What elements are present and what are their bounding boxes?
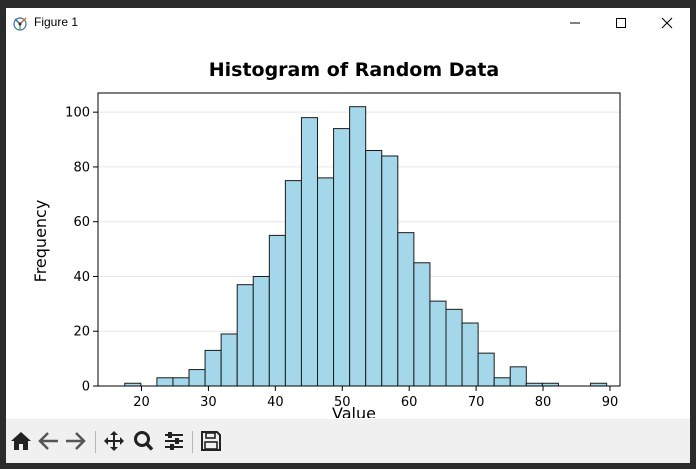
back-arrow-icon bbox=[38, 432, 58, 450]
y-axis-label: Frequency bbox=[31, 200, 50, 283]
histogram-bar bbox=[445, 308, 463, 387]
histogram-bar bbox=[268, 234, 286, 387]
y-tick-label: 0 bbox=[82, 380, 90, 395]
x-axis-ticks: 20 30 40 50 60 70 80 90 bbox=[133, 386, 618, 410]
close-button[interactable] bbox=[644, 8, 690, 38]
x-tick-label: 50 bbox=[334, 395, 351, 410]
y-axis-ticks: 0 20 40 60 80 100 bbox=[65, 106, 98, 395]
save-button[interactable] bbox=[198, 429, 224, 453]
minimize-button[interactable] bbox=[552, 8, 598, 38]
histogram-bar bbox=[156, 377, 174, 387]
configure-subplots-button[interactable] bbox=[161, 429, 187, 453]
y-tick-label: 20 bbox=[73, 325, 90, 340]
back-button[interactable] bbox=[36, 429, 62, 453]
maximize-button[interactable] bbox=[598, 8, 644, 38]
minimize-icon bbox=[570, 22, 580, 24]
toolbar-separator bbox=[192, 431, 193, 453]
y-tick-label: 100 bbox=[65, 106, 90, 121]
move-icon bbox=[104, 431, 124, 451]
chart-title: Histogram of Random Data bbox=[209, 59, 500, 81]
histogram-bar bbox=[300, 117, 319, 387]
histogram-bar bbox=[509, 366, 527, 387]
x-tick-label: 40 bbox=[267, 395, 284, 410]
x-axis-label: Value bbox=[332, 404, 376, 418]
title-bar[interactable]: Figure 1 bbox=[6, 8, 690, 38]
window-title: Figure 1 bbox=[34, 15, 79, 29]
maximize-icon bbox=[616, 18, 626, 28]
histogram-bar bbox=[429, 300, 447, 387]
x-tick-label: 90 bbox=[602, 395, 619, 410]
home-icon bbox=[11, 432, 31, 450]
histogram-bar bbox=[461, 322, 479, 387]
home-button[interactable] bbox=[8, 429, 34, 453]
x-tick-label: 30 bbox=[200, 395, 217, 410]
x-tick-label: 20 bbox=[133, 395, 150, 410]
histogram-bar bbox=[477, 352, 495, 387]
histogram-bars bbox=[124, 106, 608, 387]
x-tick-label: 80 bbox=[535, 395, 552, 410]
histogram-bar bbox=[365, 150, 383, 387]
close-icon bbox=[661, 17, 673, 29]
forward-arrow-icon bbox=[66, 432, 86, 450]
figure-canvas[interactable]: Histogram of Random Data 20 30 40 50 60 70 80 9… bbox=[6, 38, 690, 423]
axes-frame bbox=[97, 92, 621, 387]
histogram-chart: Histogram of Random Data 20 30 40 50 60 70 80 9… bbox=[31, 59, 621, 423]
zoom-icon bbox=[134, 431, 154, 451]
navigation-toolbar bbox=[6, 419, 690, 463]
toolbar-separator bbox=[95, 431, 96, 453]
y-tick-label: 60 bbox=[73, 215, 90, 230]
histogram-bar bbox=[317, 177, 335, 387]
histogram-bar bbox=[236, 284, 254, 387]
x-tick-label: 60 bbox=[401, 395, 418, 410]
y-tick-label: 40 bbox=[73, 270, 90, 285]
pan-button[interactable] bbox=[101, 429, 127, 453]
histogram-bar bbox=[493, 377, 511, 387]
sliders-icon bbox=[165, 432, 183, 450]
matplotlib-app-icon bbox=[12, 14, 30, 32]
figure-window: Figure 1 Histogram of Random Data 20 30 40… bbox=[6, 8, 690, 463]
histogram-bar bbox=[333, 128, 351, 387]
save-icon bbox=[201, 431, 221, 451]
histogram-bar bbox=[397, 232, 415, 387]
y-tick-label: 80 bbox=[73, 160, 90, 175]
histogram-bar bbox=[413, 262, 431, 387]
histogram-bar bbox=[252, 275, 270, 387]
histogram-bar bbox=[172, 377, 190, 387]
histogram-bar bbox=[284, 180, 302, 387]
x-tick-label: 70 bbox=[468, 395, 485, 410]
histogram-bar bbox=[204, 349, 222, 387]
zoom-button[interactable] bbox=[131, 429, 157, 453]
forward-button[interactable] bbox=[62, 429, 88, 453]
histogram-bar bbox=[220, 333, 238, 387]
histogram-bar bbox=[349, 106, 367, 387]
histogram-bar bbox=[381, 155, 399, 387]
histogram-bar bbox=[188, 369, 206, 387]
